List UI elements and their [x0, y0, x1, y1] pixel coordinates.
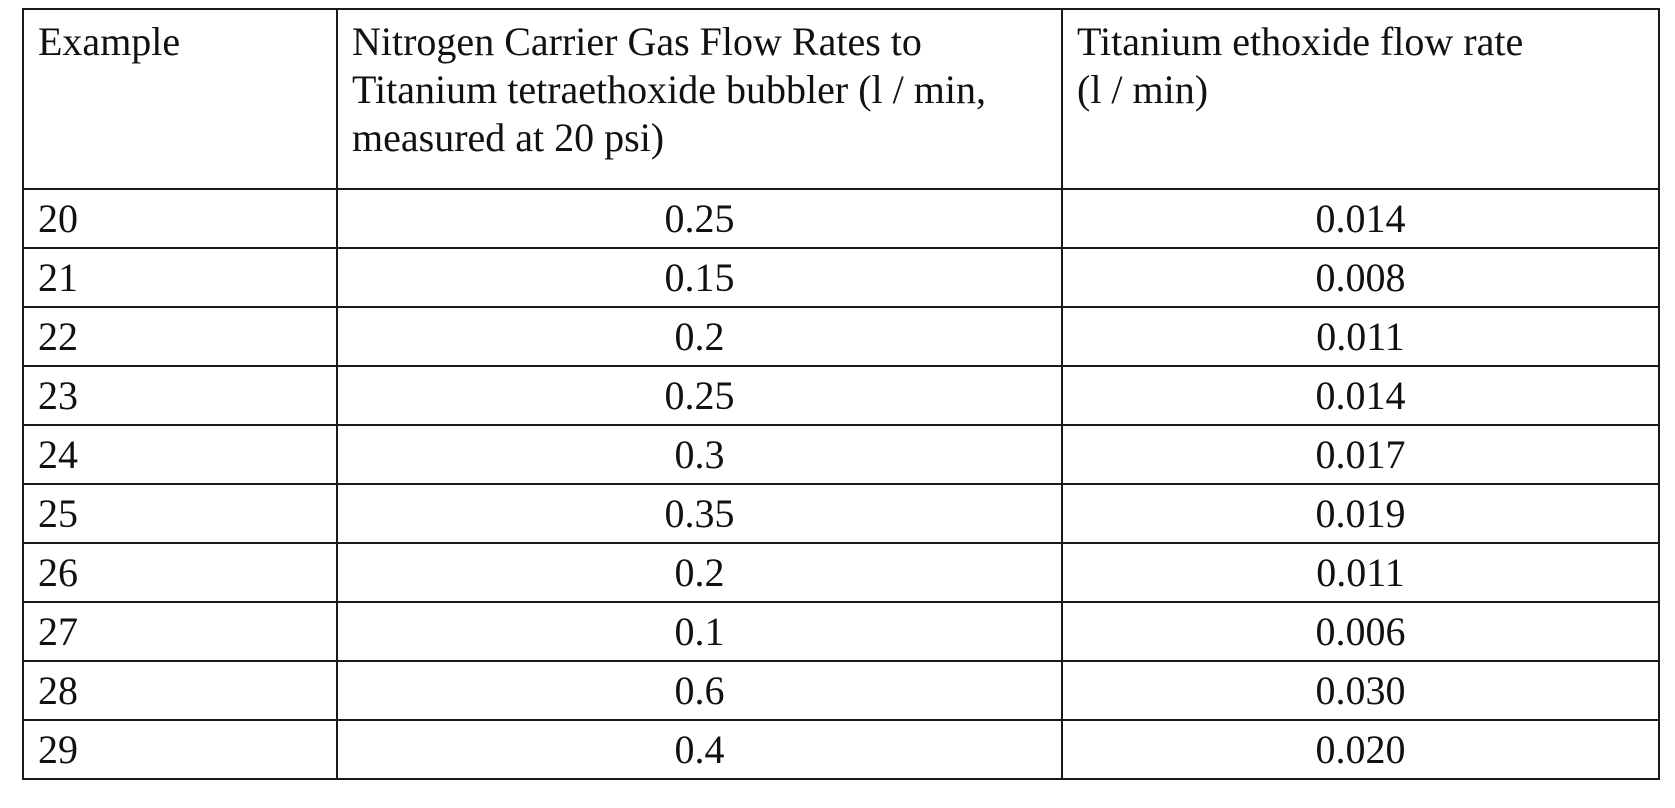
- cell-example: 28: [23, 661, 337, 720]
- cell-nitrogen-flow: 0.4: [337, 720, 1062, 779]
- table-row: 230.250.014: [23, 366, 1659, 425]
- cell-example: 24: [23, 425, 337, 484]
- cell-nitrogen-flow: 0.25: [337, 189, 1062, 248]
- cell-titanium-flow: 0.020: [1062, 720, 1659, 779]
- header-nitrogen-flow: Nitrogen Carrier Gas Flow Rates to Titan…: [337, 9, 1062, 189]
- cell-titanium-flow: 0.014: [1062, 366, 1659, 425]
- flow-rate-table: Example Nitrogen Carrier Gas Flow Rates …: [22, 8, 1660, 780]
- table-header: Example Nitrogen Carrier Gas Flow Rates …: [23, 9, 1659, 189]
- cell-example: 21: [23, 248, 337, 307]
- cell-titanium-flow: 0.008: [1062, 248, 1659, 307]
- table-row: 270.10.006: [23, 602, 1659, 661]
- cell-titanium-flow: 0.006: [1062, 602, 1659, 661]
- header-example: Example: [23, 9, 337, 189]
- cell-titanium-flow: 0.014: [1062, 189, 1659, 248]
- table-row: 210.150.008: [23, 248, 1659, 307]
- cell-example: 23: [23, 366, 337, 425]
- table-row: 220.20.011: [23, 307, 1659, 366]
- cell-nitrogen-flow: 0.6: [337, 661, 1062, 720]
- cell-nitrogen-flow: 0.15: [337, 248, 1062, 307]
- cell-example: 27: [23, 602, 337, 661]
- cell-titanium-flow: 0.011: [1062, 307, 1659, 366]
- cell-titanium-flow: 0.030: [1062, 661, 1659, 720]
- cell-nitrogen-flow: 0.1: [337, 602, 1062, 661]
- table-row: 290.40.020: [23, 720, 1659, 779]
- cell-nitrogen-flow: 0.2: [337, 307, 1062, 366]
- header-titanium-flow: Titanium ethoxide flow rate (l / min): [1062, 9, 1659, 189]
- cell-titanium-flow: 0.017: [1062, 425, 1659, 484]
- header-titanium-flow-text: Titanium ethoxide flow rate (l / min): [1077, 19, 1523, 112]
- cell-nitrogen-flow: 0.35: [337, 484, 1062, 543]
- cell-example: 26: [23, 543, 337, 602]
- table-row: 260.20.011: [23, 543, 1659, 602]
- table-row: 240.30.017: [23, 425, 1659, 484]
- cell-example: 25: [23, 484, 337, 543]
- cell-example: 20: [23, 189, 337, 248]
- cell-example: 29: [23, 720, 337, 779]
- cell-example: 22: [23, 307, 337, 366]
- cell-nitrogen-flow: 0.2: [337, 543, 1062, 602]
- cell-nitrogen-flow: 0.25: [337, 366, 1062, 425]
- table-row: 280.60.030: [23, 661, 1659, 720]
- cell-titanium-flow: 0.011: [1062, 543, 1659, 602]
- cell-nitrogen-flow: 0.3: [337, 425, 1062, 484]
- table-row: 250.350.019: [23, 484, 1659, 543]
- header-row: Example Nitrogen Carrier Gas Flow Rates …: [23, 9, 1659, 189]
- cell-titanium-flow: 0.019: [1062, 484, 1659, 543]
- table-row: 200.250.014: [23, 189, 1659, 248]
- table-body: 200.250.014210.150.008220.20.011230.250.…: [23, 189, 1659, 779]
